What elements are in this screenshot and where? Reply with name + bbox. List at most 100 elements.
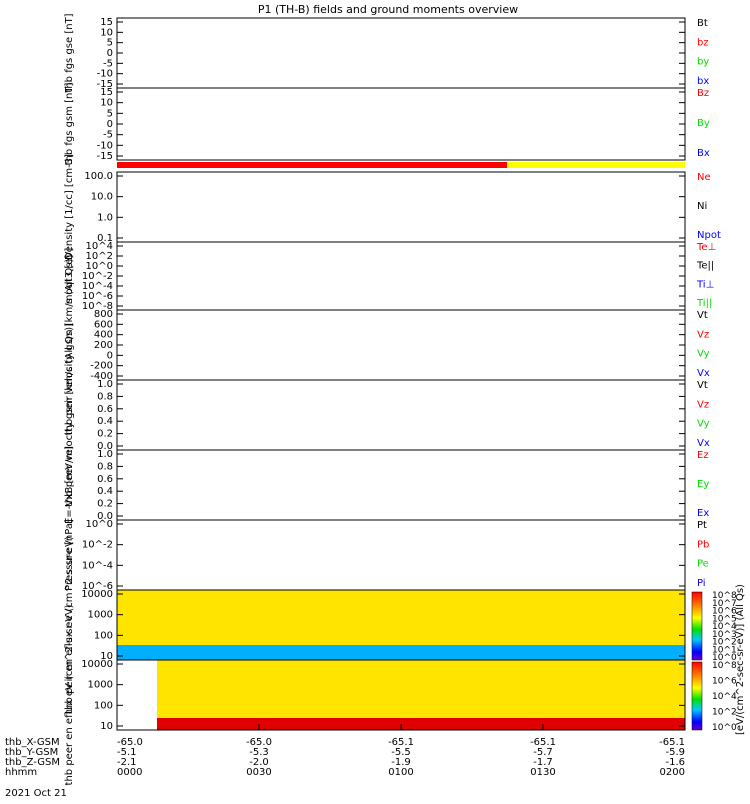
colorbar-tick-label: 10^4 [712, 692, 737, 702]
y-tick-label: -5 [103, 130, 113, 141]
y-tick-label: 1.0 [97, 379, 113, 390]
legend-entry: bz [697, 37, 709, 48]
legend-entry: Vy [697, 419, 710, 430]
colorbar-upper [691, 591, 703, 661]
y-tick-label: 1000 [88, 610, 113, 621]
y-tick-label: 10000 [81, 589, 113, 600]
colorbar-tick-label: 10^8 [712, 591, 737, 601]
colorbar-tick-label: 10^2 [712, 638, 737, 648]
colorbar-lower [691, 661, 703, 731]
colorbar-label: [eV/(cm^2-sec-sr-eV)] (All Qs) [735, 584, 746, 735]
panel-frame-2 [116, 87, 686, 161]
status-bar-yellow [507, 162, 685, 168]
y-tick-label: 1.0 [97, 449, 113, 460]
y-tick-label: 600 [94, 319, 113, 330]
y-tick-label: 100.0 [84, 171, 113, 182]
y-tick-label: 0.8 [97, 391, 113, 402]
y-tick-label: 0 [107, 350, 113, 361]
spectrogram-peir-floor [117, 645, 685, 660]
y-axis-label: thb fgs gse [nT] [64, 13, 75, 92]
panel-frame-3 [116, 171, 686, 243]
legend-entry: Npot [697, 230, 721, 241]
date-label: 2021 Oct 21 [5, 788, 67, 799]
y-tick-label: 15 [100, 87, 113, 98]
y-axis-label: moqt3 [eV] [64, 248, 75, 305]
legend-entry: Pt [697, 520, 707, 531]
x-tick-label: -5.5 [391, 747, 411, 758]
colorbar-tick-label: 10^1 [712, 645, 737, 655]
plot-title: P1 (TH-B) fields and ground moments over… [258, 3, 518, 16]
panel-frame-7 [116, 449, 686, 521]
status-bar-red [117, 162, 507, 168]
y-tick-label: 0 [107, 48, 113, 59]
x-tick-label: -1.7 [533, 757, 553, 768]
x-tick-label: -2.1 [117, 757, 137, 768]
x-tick-label: -1.9 [391, 757, 411, 768]
legend-entry: Bt [697, 18, 708, 29]
y-tick-label: 10^4 [86, 241, 113, 252]
x-tick-label: 0130 [530, 767, 555, 778]
y-tick-label: -10 [97, 140, 113, 151]
y-tick-label: 10^-6 [82, 581, 113, 592]
y-axis-labels: thb fgs gse [nT]thb fgs gsm [nT]Density … [64, 13, 75, 785]
legend-entry: Ni [697, 201, 707, 212]
spectrogram-peer-floor [157, 718, 685, 730]
y-tick-label: 0 [107, 119, 113, 130]
y-tick-label: 10^-4 [82, 560, 113, 571]
y-tick-label: 10 [100, 27, 113, 38]
y-tick-label: 0.1 [97, 233, 113, 244]
x-tick-label: 0030 [246, 767, 271, 778]
colorbar-tick-label: 10^6 [712, 607, 737, 617]
y-axis-label: thb fgs gsm [nT] [64, 83, 75, 166]
legend-entry: Te|| [696, 261, 714, 272]
y-tick-label: 0.4 [97, 486, 113, 497]
y-tick-label: 200 [94, 340, 113, 351]
x-axis-row-label: thb_X-GSM [5, 737, 60, 748]
x-tick-label: -65.0 [246, 737, 272, 748]
y-tick-label: 15 [100, 17, 113, 28]
x-tick-label: -65.1 [530, 737, 556, 748]
legend-entry: bx [697, 76, 709, 87]
y-tick-label: 10^-8 [82, 301, 113, 312]
y-axis-label: thb peir velocity gsm [km/s (All Qs)] [64, 255, 75, 436]
colorbar-tick-label: 10^2 [712, 708, 737, 718]
y-tick-label: 10000 [81, 659, 113, 670]
colorbar-tick-label: 10^4 [712, 622, 737, 632]
y-tick-label: -10 [97, 69, 113, 80]
y-tick-label: 10^-2 [82, 271, 113, 282]
x-axis: thb_X-GSMthb_Y-GSMthb_Z-GSMhhmm-65.0-5.1… [5, 724, 686, 778]
colorbar-tick-label: 10^5 [712, 614, 737, 624]
y-tick-label: 400 [94, 330, 113, 341]
x-axis-row-label: thb_Z-GSM [5, 757, 60, 768]
y-tick-label: 0.2 [97, 499, 113, 510]
x-tick-label: 0100 [388, 767, 413, 778]
x-tick-label: -5.7 [533, 747, 553, 758]
y-tick-label: 100 [94, 700, 113, 711]
y-tick-label: 0.8 [97, 461, 113, 472]
y-tick-label: 1000 [88, 680, 113, 691]
y-tick-label: 0.4 [97, 416, 113, 427]
y-tick-label: 1.0 [97, 212, 113, 223]
y-tick-label: -5 [103, 58, 113, 69]
legend-entry: Vt [697, 310, 708, 321]
colorbar-tick-label: 10^0 [712, 653, 737, 663]
x-tick-label: -65.1 [659, 737, 685, 748]
y-tick-label: -15 [97, 151, 113, 162]
spectrogram-peer-gap [117, 660, 157, 730]
x-tick-label: -2.0 [249, 757, 269, 768]
legend-entry: Ex [697, 508, 709, 519]
colorbar-tick-label: 10^0 [712, 723, 737, 733]
x-tick-label: 0200 [660, 767, 685, 778]
legend-entry: Pb [697, 539, 709, 550]
y-axis-label: thb peer velocity gsm [km/s (All Qs)] [64, 323, 75, 507]
colorbar-tick-label: 10^3 [712, 630, 737, 640]
x-tick-label: -5.9 [665, 747, 685, 758]
legend-entry: Vz [697, 329, 709, 340]
legend-entry: Vx [697, 368, 710, 379]
y-tick-label: 10 [100, 651, 113, 662]
panel-frame-4 [116, 241, 686, 311]
y-tick-label: -200 [90, 361, 113, 372]
legend-entry: Vy [697, 349, 710, 360]
legend-entry: Vz [697, 399, 709, 410]
legend-entry: by [697, 57, 709, 68]
